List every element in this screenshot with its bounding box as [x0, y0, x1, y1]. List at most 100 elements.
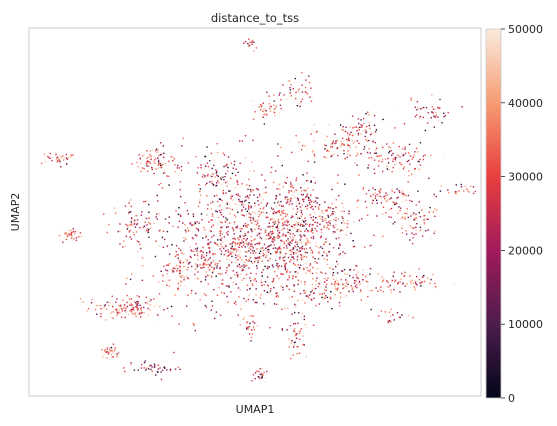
scatter-point	[310, 249, 313, 251]
scatter-point	[248, 205, 250, 207]
scatter-point	[299, 224, 302, 226]
scatter-point	[298, 250, 301, 252]
scatter-point	[266, 251, 268, 253]
scatter-point	[236, 274, 239, 277]
scatter-point	[68, 157, 70, 159]
scatter-point	[220, 211, 222, 214]
scatter-point	[397, 154, 399, 156]
scatter-point	[182, 222, 184, 224]
scatter-point	[209, 181, 211, 183]
scatter-point	[416, 280, 418, 283]
scatter-point	[235, 226, 237, 228]
scatter-point	[401, 227, 403, 229]
scatter-point	[355, 280, 357, 282]
scatter-point	[255, 47, 258, 49]
scatter-point	[347, 150, 349, 152]
scatter-point	[299, 92, 301, 94]
scatter-point	[260, 368, 263, 370]
scatter-point	[90, 302, 93, 304]
scatter-point	[250, 340, 252, 342]
scatter-point	[256, 196, 259, 199]
scatter-point	[302, 224, 304, 226]
scatter-point	[313, 161, 316, 163]
scatter-point	[382, 291, 384, 293]
scatter-point	[275, 222, 277, 224]
x-axis-label: UMAP1	[236, 403, 275, 416]
scatter-point	[296, 241, 299, 243]
scatter-point	[399, 278, 402, 280]
scatter-point	[217, 152, 219, 154]
scatter-point	[68, 233, 71, 235]
scatter-point	[422, 155, 425, 157]
scatter-point	[286, 177, 288, 179]
scatter-point	[235, 245, 237, 247]
scatter-point	[352, 127, 354, 129]
scatter-point	[280, 273, 283, 275]
scatter-point	[387, 162, 390, 164]
scatter-point	[158, 154, 160, 157]
scatter-point	[135, 231, 138, 233]
scatter-point	[228, 284, 230, 286]
scatter-point	[275, 212, 277, 214]
scatter-point	[210, 261, 213, 264]
scatter-point	[254, 377, 256, 380]
scatter-point	[209, 252, 211, 254]
scatter-point	[345, 130, 347, 133]
scatter-point	[67, 157, 69, 159]
scatter-point	[241, 201, 243, 204]
scatter-point	[277, 247, 280, 249]
scatter-point	[375, 152, 377, 154]
scatter-point	[332, 247, 335, 249]
scatter-point	[261, 271, 263, 274]
scatter-point	[346, 280, 349, 282]
scatter-point	[153, 222, 155, 225]
scatter-point	[392, 160, 394, 163]
scatter-point	[296, 249, 298, 251]
scatter-point	[258, 242, 260, 244]
scatter-point	[245, 265, 247, 267]
scatter-point	[393, 281, 396, 283]
scatter-point	[447, 189, 449, 191]
scatter-point	[211, 272, 214, 274]
scatter-point	[403, 154, 405, 156]
scatter-point	[172, 271, 174, 273]
scatter-point	[51, 159, 53, 162]
scatter-point	[390, 197, 392, 199]
scatter-point	[305, 290, 307, 292]
scatter-point	[325, 241, 327, 243]
scatter-point	[270, 218, 272, 220]
scatter-point	[272, 241, 274, 243]
scatter-point	[435, 115, 437, 118]
scatter-point	[227, 285, 229, 287]
scatter-point	[282, 212, 284, 214]
scatter-point	[197, 229, 200, 232]
scatter-point	[110, 357, 113, 359]
scatter-point	[281, 164, 283, 167]
scatter-point	[251, 243, 253, 245]
scatter-point	[216, 262, 218, 264]
scatter-point	[241, 265, 243, 267]
scatter-point	[419, 282, 421, 284]
scatter-point	[248, 45, 250, 48]
scatter-point	[227, 249, 229, 251]
scatter-point	[194, 262, 196, 264]
scatter-point	[265, 212, 268, 214]
scatter-point	[232, 167, 234, 169]
scatter-point	[317, 285, 319, 288]
colorbar-tick-label: 30000	[508, 171, 543, 184]
scatter-point	[125, 235, 127, 238]
scatter-point	[207, 208, 209, 210]
scatter-point	[306, 93, 308, 95]
scatter-point	[299, 268, 301, 270]
scatter-point	[326, 255, 328, 257]
scatter-point	[229, 213, 231, 215]
scatter-point	[166, 230, 169, 233]
scatter-point	[66, 158, 69, 160]
scatter-point	[237, 204, 239, 206]
scatter-point	[268, 266, 271, 268]
scatter-point	[342, 219, 345, 222]
scatter-point	[59, 160, 61, 163]
scatter-point	[134, 219, 136, 222]
scatter-point	[306, 208, 308, 210]
scatter-point	[406, 160, 409, 163]
